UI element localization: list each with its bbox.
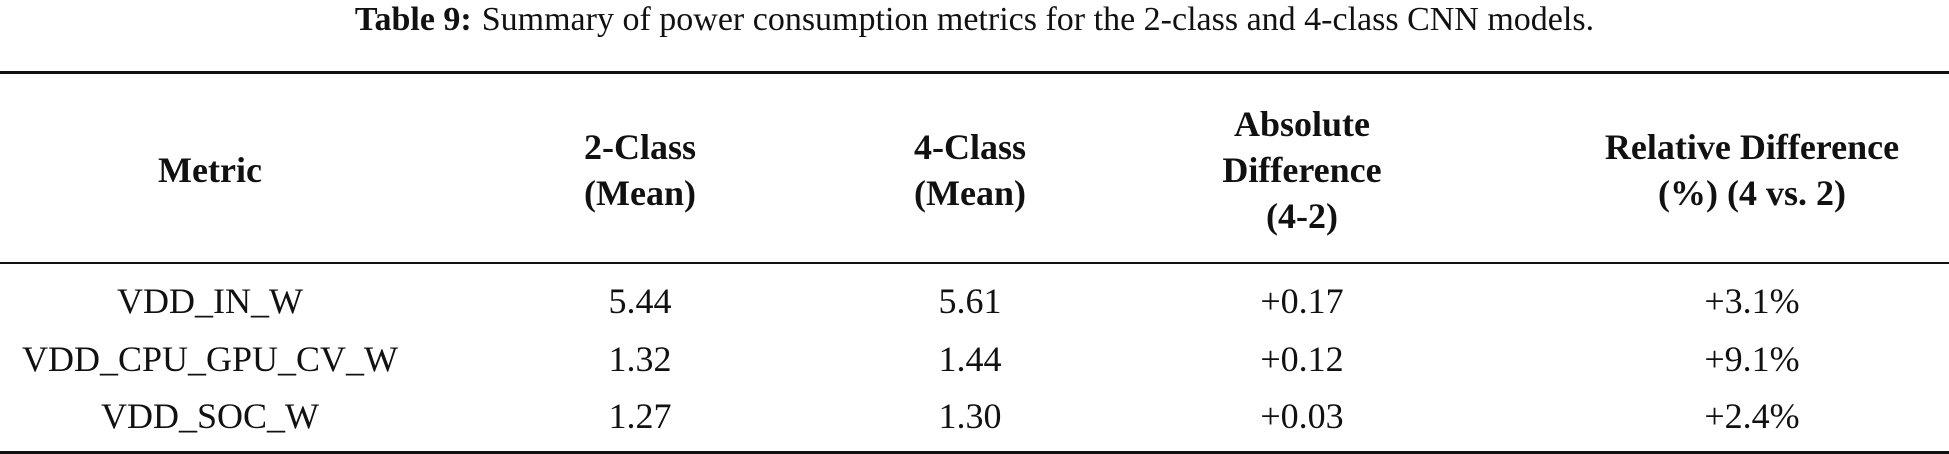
table-cell: 1.27 (608, 396, 672, 436)
mid-rule (0, 262, 1949, 264)
caption-label: Table 9: (354, 1, 472, 38)
column-header: Relative Difference (1604, 127, 1900, 167)
column-header: Difference (1222, 150, 1382, 190)
table-cell: 5.61 (938, 281, 1002, 321)
metric-name: VDD_SOC_W (100, 396, 320, 436)
metric-name: VDD_CPU_GPU_CV_W (21, 339, 399, 379)
column-header: Metric (158, 150, 262, 190)
metric-name: VDD_IN_W (117, 281, 303, 321)
column-header: (%) (4 vs. 2) (1658, 173, 1846, 213)
table-cell: 1.44 (938, 339, 1002, 379)
caption-text: Summary of power consumption metrics for… (481, 1, 1595, 38)
column-header: (4-2) (1266, 196, 1338, 236)
bottom-rule (0, 451, 1949, 454)
table-cell: 5.44 (608, 281, 672, 321)
column-header: 4-Class (913, 127, 1027, 167)
column-header: 2-Class (583, 127, 697, 167)
table-cell: +2.4% (1704, 396, 1800, 436)
table-cell: +0.17 (1260, 281, 1344, 321)
table-cell: +0.12 (1260, 339, 1344, 379)
table-cell: +3.1% (1704, 281, 1800, 321)
column-header: (Mean) (584, 173, 696, 213)
column-header: Absolute (1233, 104, 1371, 144)
table-cell: +9.1% (1704, 339, 1800, 379)
table-cell: 1.30 (938, 396, 1002, 436)
table-cell: +0.03 (1260, 396, 1344, 436)
table-cell: 1.32 (608, 339, 672, 379)
top-rule (0, 71, 1949, 74)
caption: Table 9: Summary of power consumption met… (0, 0, 1949, 40)
column-header: (Mean) (914, 173, 1026, 213)
